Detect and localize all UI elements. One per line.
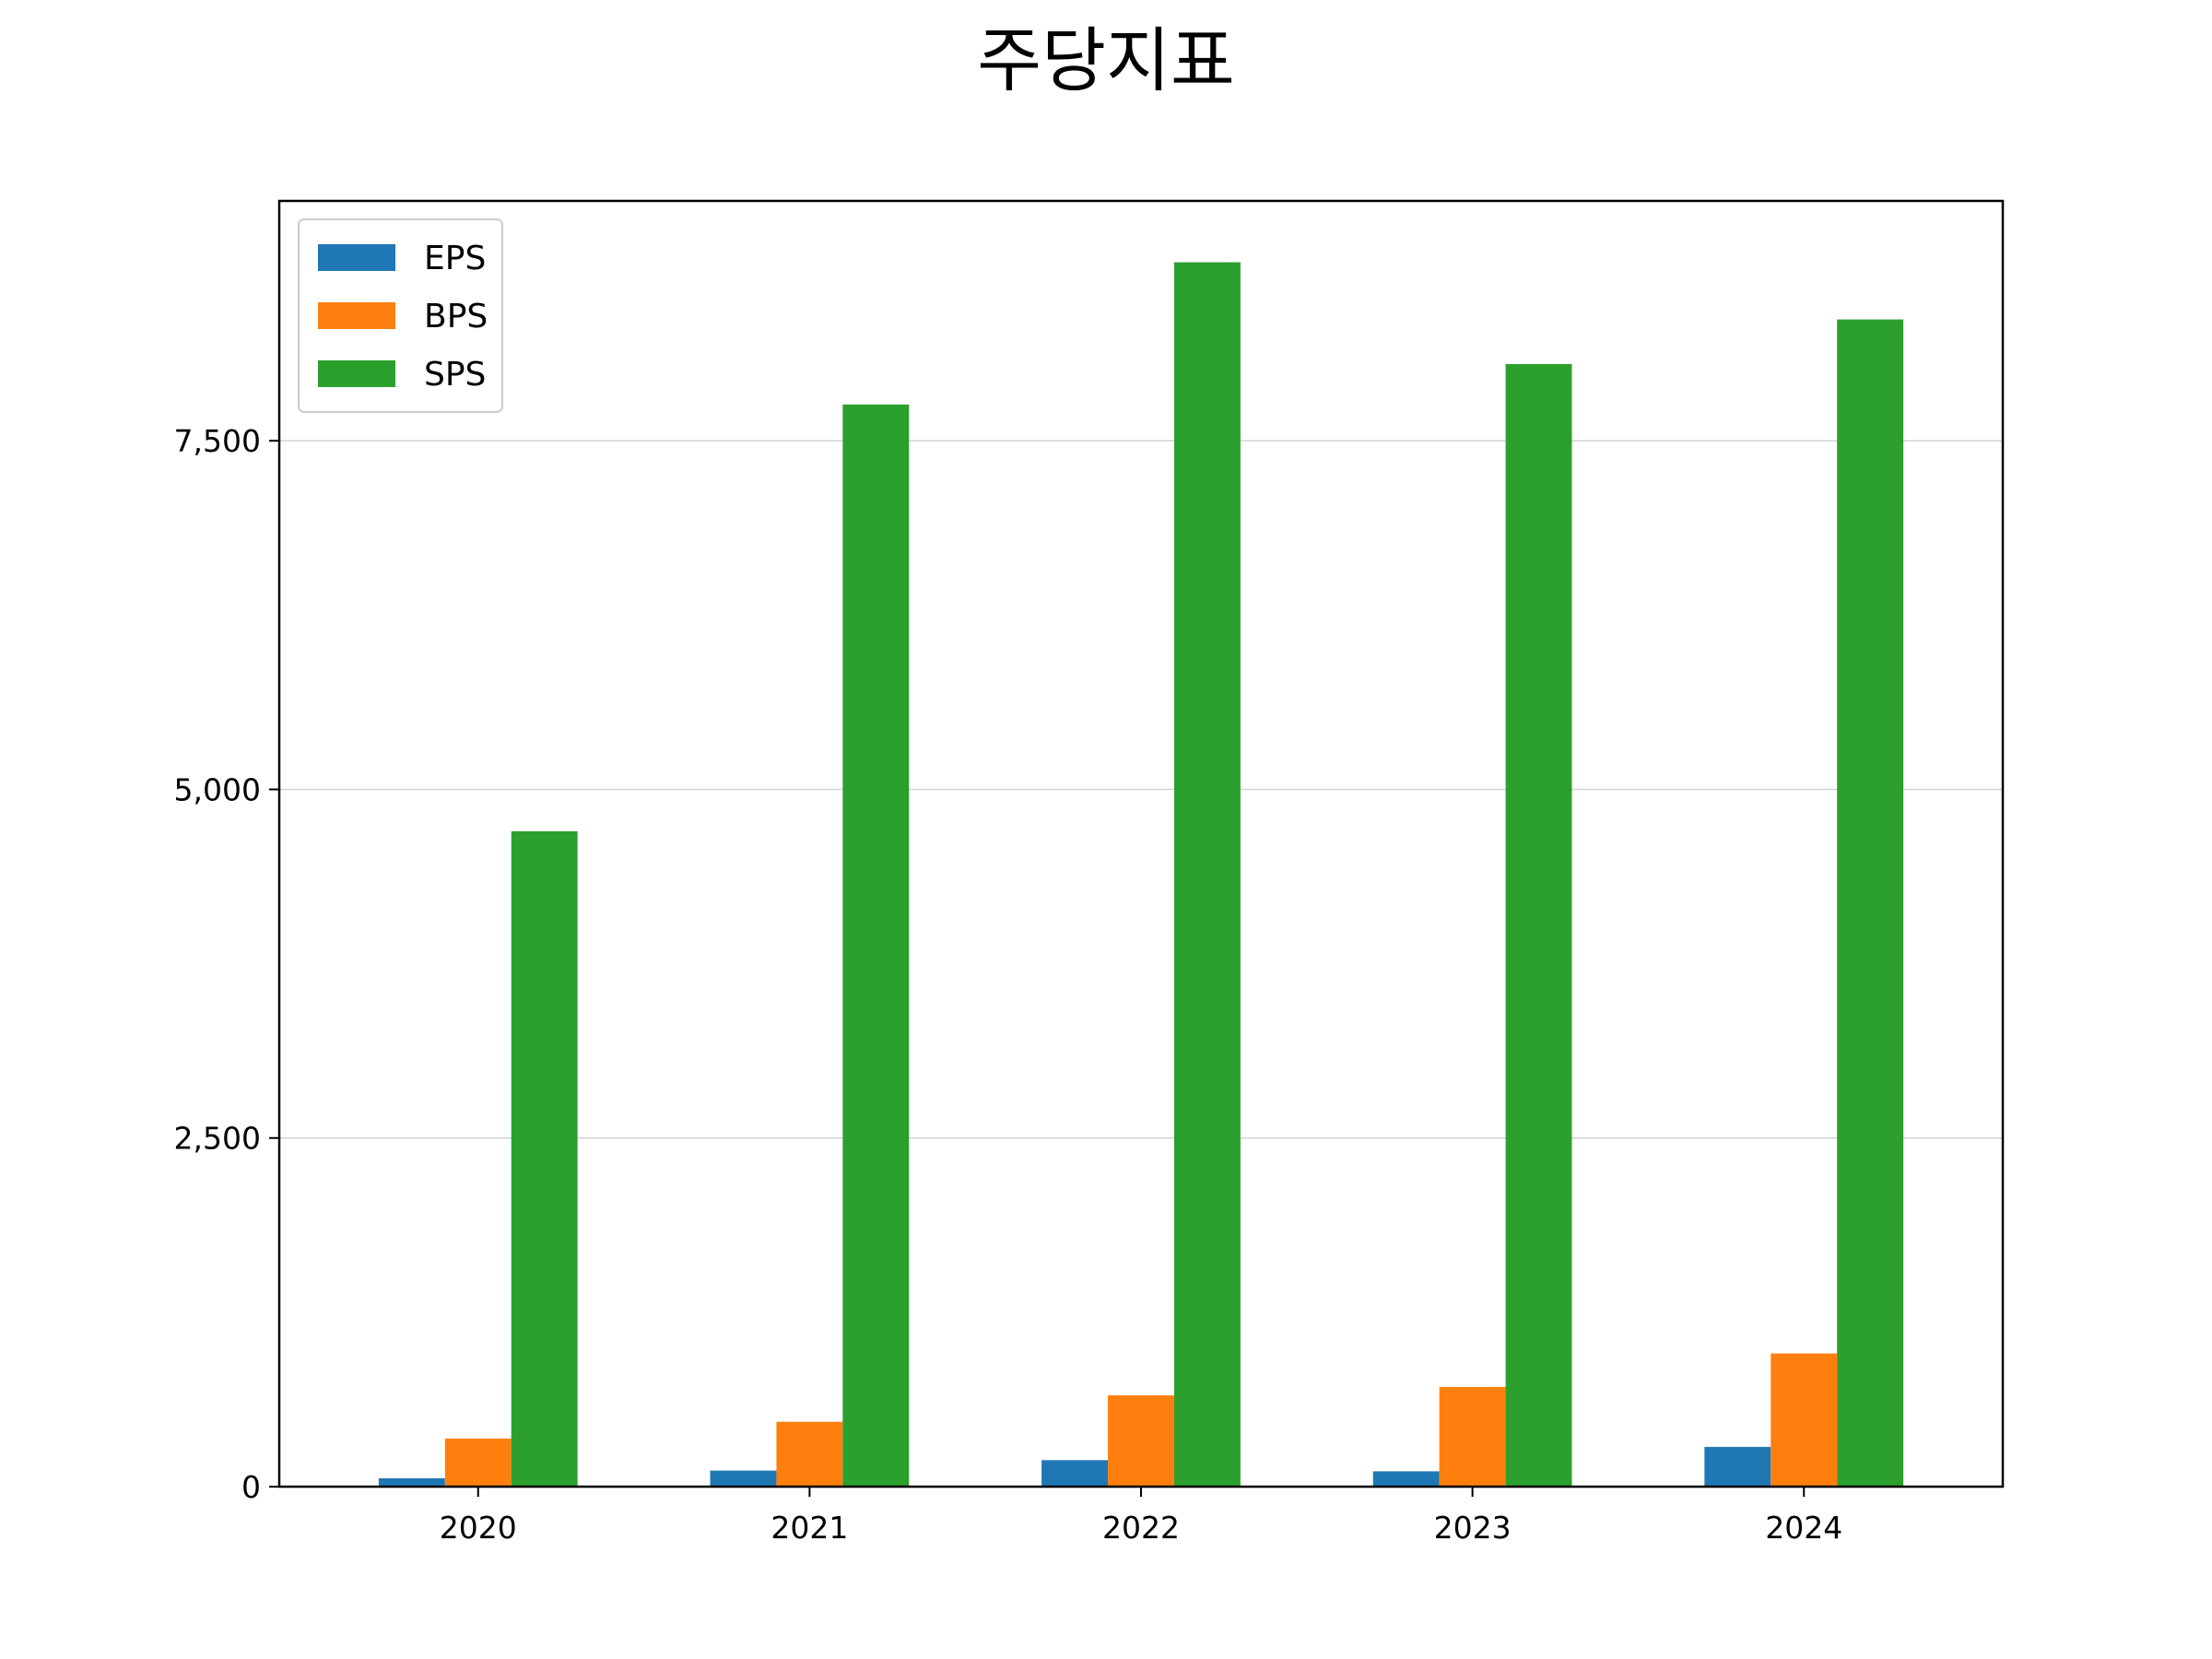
bar-sps-2020 [511, 830, 578, 1487]
y-tick-label-2: 5,000 [174, 771, 261, 807]
bar-bps-2024 [1771, 1353, 1838, 1487]
legend-label-eps: EPS [424, 240, 486, 277]
bar-eps-2021 [710, 1470, 777, 1487]
axes: 2020 2021 2022 2023 2024 0 2,500 5,000 7,500 [174, 423, 1843, 1546]
x-tick-label-2023: 2023 [1434, 1510, 1512, 1546]
x-tick-label-2021: 2021 [771, 1510, 848, 1546]
legend-label-sps: SPS [424, 356, 486, 394]
bar-sps-2023 [1505, 364, 1572, 1488]
x-tick-label-2022: 2022 [1102, 1510, 1180, 1546]
bar-eps-2020 [378, 1477, 445, 1487]
bar-eps-2024 [1704, 1446, 1771, 1487]
x-tick-label-2020: 2020 [440, 1510, 517, 1546]
y-tick-label-0: 0 [241, 1469, 261, 1505]
bar-bps-2022 [1108, 1394, 1174, 1487]
bar-bps-2023 [1439, 1386, 1506, 1487]
chart-title: 주당지표 [977, 19, 1235, 101]
y-tick-label-3: 7,500 [174, 423, 261, 459]
bar-bps-2020 [444, 1438, 512, 1487]
bar-bps-2021 [776, 1421, 843, 1487]
legend-label-bps: BPS [424, 298, 488, 335]
legend-swatch-bps [318, 302, 395, 329]
bar-eps-2023 [1372, 1471, 1440, 1487]
bar-sps-2024 [1837, 319, 1904, 1487]
bars [378, 262, 1904, 1488]
x-tick-label-2024: 2024 [1765, 1510, 1842, 1546]
y-tick-label-1: 2,500 [174, 1121, 261, 1157]
bar-sps-2022 [1173, 262, 1241, 1488]
legend: EPS BPS SPS [298, 218, 503, 413]
legend-swatch-eps [318, 244, 395, 271]
bar-eps-2022 [1041, 1460, 1109, 1487]
bar-sps-2021 [842, 404, 910, 1488]
legend-swatch-sps [318, 360, 395, 387]
